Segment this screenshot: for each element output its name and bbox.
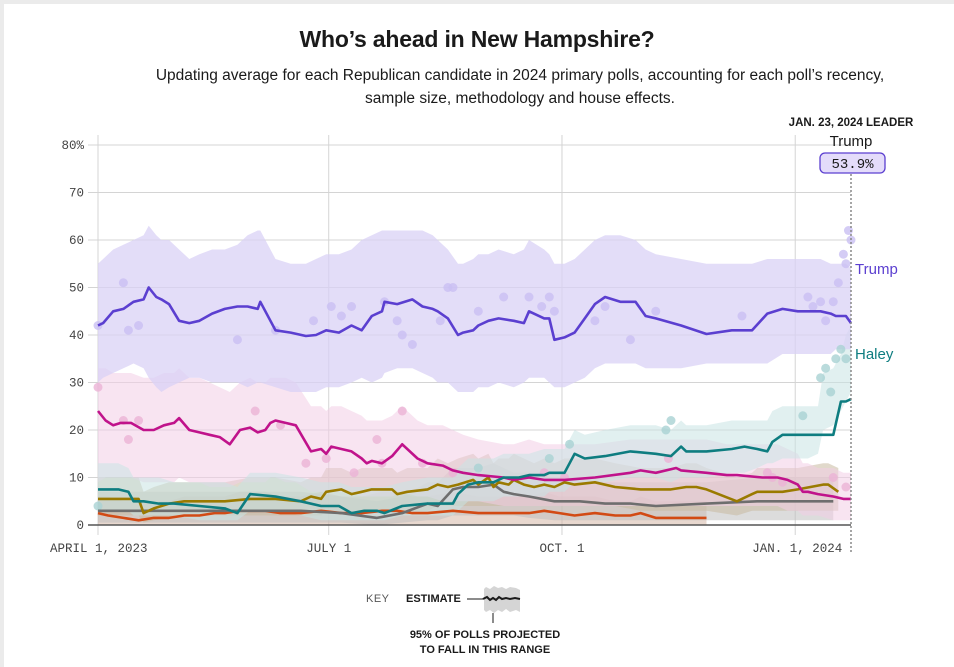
series-end-label-haley: Haley [855, 346, 894, 363]
poll-dot-haley [798, 411, 808, 421]
poll-dot-desantis [841, 482, 851, 492]
poll-dot-trump [407, 340, 417, 349]
key-estimate-label: ESTIMATE [406, 593, 461, 605]
poll-dot-haley [841, 354, 851, 364]
chart-title: Who’s ahead in New Hampshire? [299, 26, 655, 52]
poll-dot-trump [838, 249, 848, 259]
poll-dot-haley [836, 344, 846, 354]
poll-dot-trump [448, 283, 458, 292]
line-haley [98, 397, 852, 515]
poll-dot-trump [326, 302, 336, 311]
poll-dot-trump [828, 297, 838, 307]
poll-dot-desantis [372, 435, 382, 444]
poll-dot-trump [600, 302, 610, 311]
y-tick-label: 40 [69, 329, 84, 343]
poll-dot-haley [816, 373, 826, 383]
poll-dot-trump [808, 302, 818, 311]
chart-subtitle: Updating average for each Republican can… [155, 67, 885, 107]
poll-dot-desantis [134, 416, 144, 425]
y-tick-label: 50 [69, 282, 84, 296]
poll-dot-haley [821, 363, 831, 373]
poll-dot-haley [831, 354, 841, 364]
axes: 0 10 20 30 40 50 60 70 80% APRIL 1, 2023 JULY 1 OCT… [50, 139, 852, 556]
y-tick-label: 20 [69, 424, 84, 438]
y-tick-label: 60 [69, 234, 84, 248]
y-tick-label: 70 [69, 187, 84, 201]
poll-dot-trump [123, 325, 133, 335]
poll-dot-haley [544, 454, 554, 463]
poll-dot-trump [435, 316, 445, 326]
poll-dot-trump [347, 302, 357, 311]
series-lines: Haley Trump [96, 261, 898, 522]
poll-dot-trump [841, 259, 851, 269]
key-label: KEY [366, 593, 390, 605]
poll-dot-desantis [93, 382, 103, 392]
poll-dot-haley [93, 501, 103, 511]
line-trump [97, 286, 853, 342]
key-range-line2: TO FALL IN THIS RANGE [419, 644, 551, 656]
poll-dot-trump [833, 278, 843, 288]
x-tick-label: OCT. 1 [539, 542, 584, 556]
poll-dot-trump [473, 306, 483, 316]
poll-dot-haley [661, 425, 671, 435]
poll-dot-desantis [321, 454, 331, 463]
y-tick-label: 30 [69, 377, 84, 391]
leader-value: 53.9% [831, 157, 874, 173]
key-range-line1: 95% OF POLLS PROJECTED [409, 629, 561, 641]
poll-dot-trump [118, 278, 128, 288]
leader-heading: JAN. 23, 2024 LEADER [789, 117, 914, 129]
key-swatch [467, 586, 521, 623]
poll-dot-desantis [349, 468, 359, 478]
x-tick-label: JAN. 1, 2024 [752, 542, 842, 556]
leader-value-badge [819, 152, 886, 174]
poll-dot-trump [549, 306, 559, 316]
key-range-label: 95% OF POLLS PROJECTED TO FALL IN THIS R… [390, 628, 580, 658]
x-tick-label: APRIL 1, 2023 [50, 542, 148, 556]
poll-dot-trump [499, 292, 509, 302]
poll-dot-trump [544, 292, 554, 302]
series-end-label-trump: Trump [855, 261, 898, 278]
chart-area: Haley Trump 0 10 20 30 40 50 60 70 80% APRIL 1, 20… [50, 117, 914, 556]
poll-dot-trump [397, 330, 407, 340]
poll-dot-desantis [250, 406, 260, 416]
poll-dot-desantis [397, 406, 407, 416]
poll-dot-trump [843, 226, 853, 235]
poll-dot-trump [651, 306, 661, 316]
key-estimate-line [482, 595, 521, 602]
poll-dot-desantis [828, 473, 838, 482]
y-tick-label: 0 [76, 519, 84, 533]
poll-dot-trump [336, 311, 346, 321]
poll-dot-desantis [123, 435, 133, 444]
poll-dot-trump [803, 292, 813, 302]
poll-dot-trump [625, 335, 635, 345]
poll-dot-desantis [301, 458, 311, 468]
line-christie [98, 483, 834, 520]
poll-dot-trump [524, 292, 534, 302]
poll-dot-trump [537, 302, 547, 311]
poll-dot-trump [590, 316, 600, 326]
poll-dot-haley [666, 416, 676, 425]
poll-dot-trump [309, 316, 319, 326]
poll-dot-trump [232, 335, 242, 345]
poll-dot-trump [392, 316, 402, 326]
poll-dot-haley [473, 463, 483, 473]
leader-box: JAN. 23, 2024 LEADER Trump 53.9% [789, 117, 914, 174]
poll-dot-trump [816, 297, 826, 307]
poll-dot-haley [826, 387, 836, 397]
legend-key: KEY ESTIMATE 95% OF POLLS PROJECTED TO F… [350, 585, 590, 665]
line-desantis [96, 410, 851, 501]
poll-dot-trump [737, 311, 747, 321]
poll-dot-trump [821, 316, 831, 326]
leader-name: Trump [830, 133, 873, 150]
y-tick-label: 10 [69, 472, 84, 486]
y-tick-label: 80% [61, 139, 84, 153]
poll-dot-haley [565, 439, 575, 449]
poll-dot-trump [134, 321, 144, 330]
x-tick-label: JULY 1 [306, 542, 351, 556]
